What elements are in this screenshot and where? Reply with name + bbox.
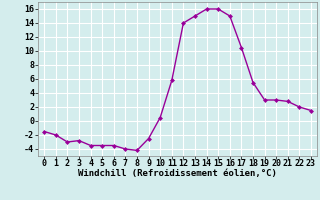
X-axis label: Windchill (Refroidissement éolien,°C): Windchill (Refroidissement éolien,°C) xyxy=(78,169,277,178)
